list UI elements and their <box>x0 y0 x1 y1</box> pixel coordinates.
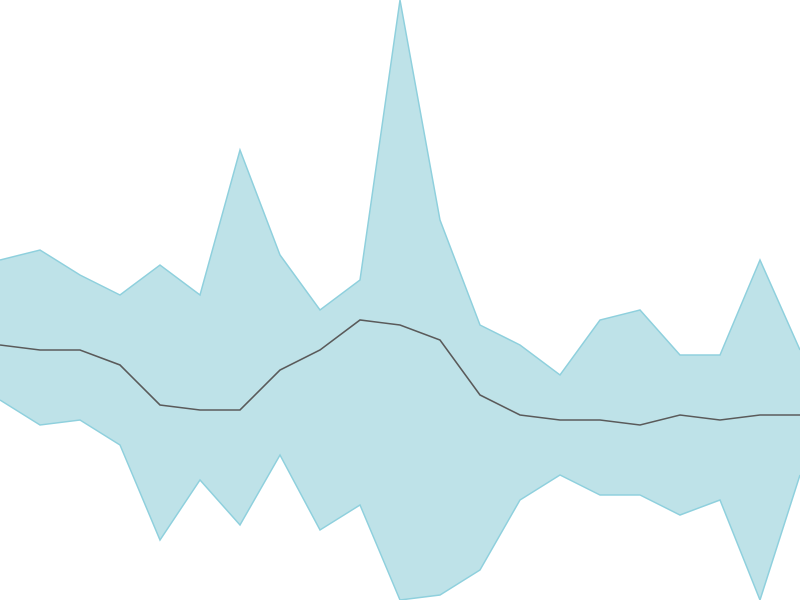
chart-svg <box>0 0 800 600</box>
range-area-chart <box>0 0 800 600</box>
